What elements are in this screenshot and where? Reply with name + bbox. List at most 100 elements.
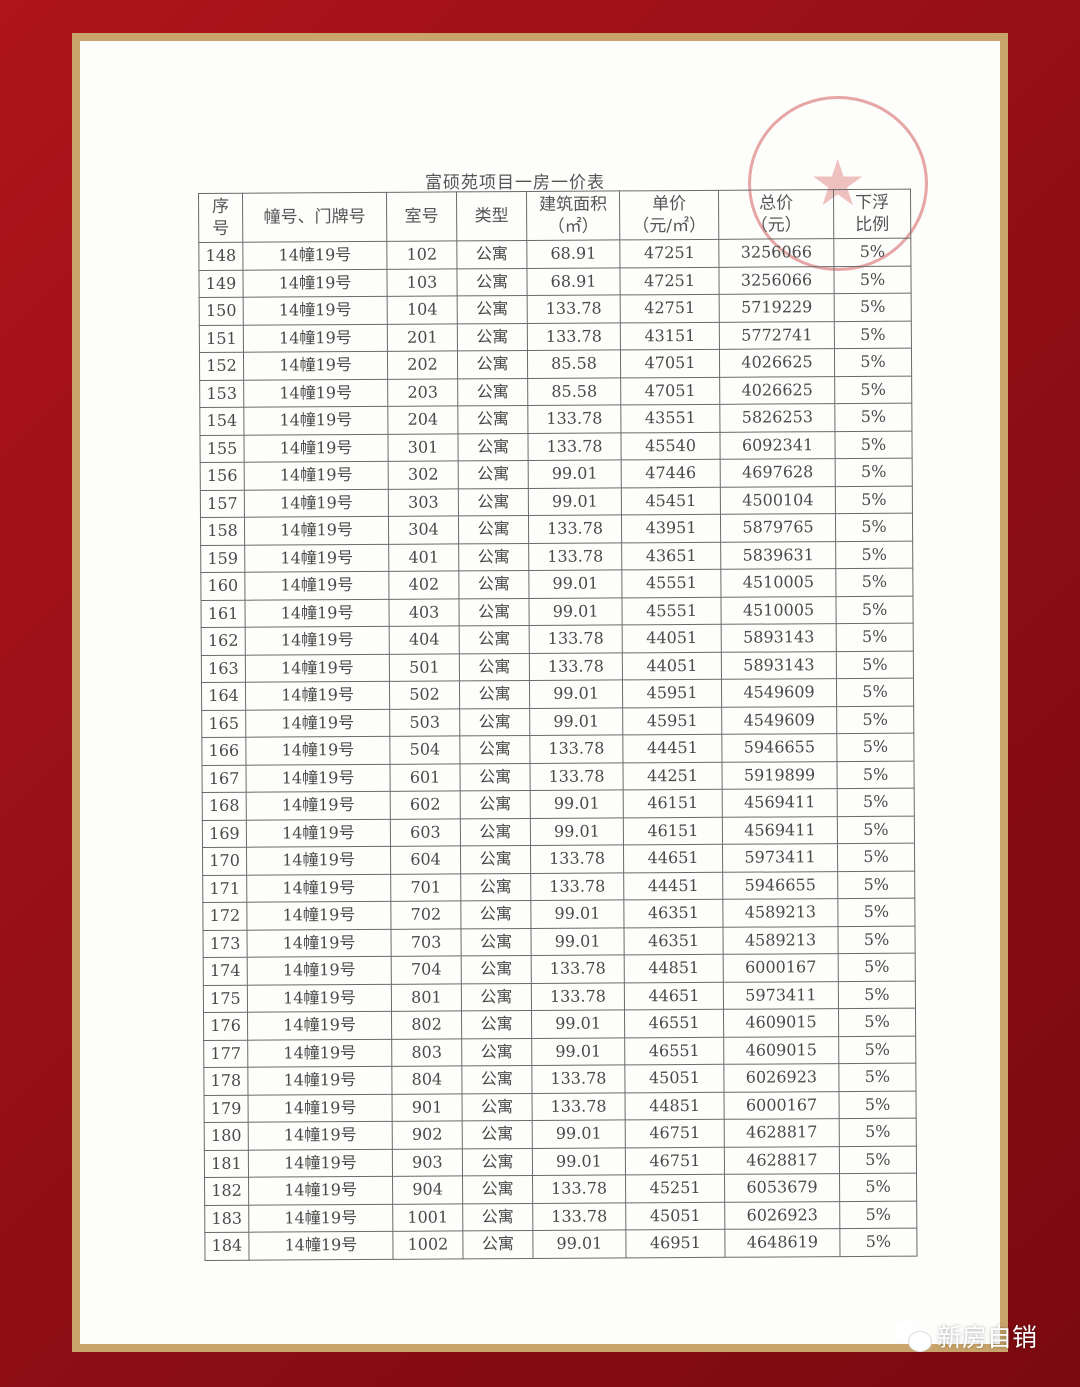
- cell-discount-ratio: 5%: [835, 485, 913, 514]
- cell-seq: 165: [201, 709, 246, 738]
- cell-total-price: 5973411: [722, 843, 838, 872]
- cell-building: 14幢19号: [247, 983, 392, 1013]
- cell-building: 14幢19号: [242, 268, 388, 298]
- cell-discount-ratio: 5%: [833, 238, 911, 267]
- header-building: 幢号、门牌号: [242, 192, 387, 243]
- cell-type: 公寓: [460, 845, 531, 874]
- cell-discount-ratio: 5%: [838, 953, 916, 982]
- cell-type: 公寓: [458, 515, 529, 544]
- cell-total-price: 4609015: [723, 1036, 839, 1065]
- cell-discount-ratio: 5%: [834, 403, 912, 432]
- cell-seq: 160: [200, 572, 245, 600]
- table-row: 181 14幢19号 903 公寓 99.01 46751 4628817 5%: [204, 1145, 917, 1178]
- cell-discount-ratio: 5%: [835, 595, 914, 624]
- cell-room: 202: [387, 350, 458, 379]
- cell-room: 902: [392, 1120, 463, 1149]
- cell-total-price: 4569411: [722, 816, 838, 845]
- cell-total-price: 4510005: [720, 596, 837, 625]
- cell-room: 802: [391, 1010, 462, 1039]
- cell-seq: 167: [201, 764, 247, 793]
- cell-seq: 170: [202, 847, 247, 875]
- cell-area: 133.78: [532, 1174, 626, 1203]
- cell-type: 公寓: [460, 790, 531, 819]
- cell-total-price: 5839631: [720, 541, 836, 570]
- cell-type: 公寓: [458, 460, 529, 489]
- cell-room: 602: [390, 790, 461, 819]
- cell-type: 公寓: [462, 1147, 533, 1176]
- cell-building: 14幢19号: [244, 516, 389, 545]
- cell-total-price: 5893143: [721, 651, 837, 680]
- cell-building: 14幢19号: [248, 1093, 393, 1123]
- table-row: 182 14幢19号 904 公寓 133.78 45251 6053679 5%: [204, 1173, 917, 1205]
- cell-seq: 153: [199, 379, 244, 408]
- cell-seq: 150: [199, 297, 244, 325]
- cell-room: 103: [386, 268, 458, 297]
- cell-building: 14幢19号: [248, 1148, 393, 1178]
- cell-total-price: 4697628: [720, 458, 836, 487]
- cell-type: 公寓: [459, 707, 530, 736]
- star-icon: ★: [809, 147, 867, 221]
- cell-room: 404: [389, 625, 460, 654]
- cell-area: 99.01: [530, 899, 624, 928]
- cell-unit-price: 45540: [620, 431, 721, 460]
- header-discount-ratio: 下浮 比例: [833, 189, 911, 239]
- cell-type: 公寓: [458, 570, 529, 599]
- cell-seq: 174: [203, 957, 248, 985]
- table-row: 180 14幢19号 902 公寓 99.01 46751 4628817 5%: [204, 1118, 917, 1150]
- cell-area: 133.78: [530, 872, 624, 901]
- cell-seq: 179: [204, 1094, 249, 1123]
- table-row: 153 14幢19号 203 公寓 85.58 47051 4026625 5%: [199, 375, 912, 408]
- wechat-icon: [895, 1321, 932, 1352]
- cell-room: 201: [387, 323, 458, 352]
- cell-area: 99.01: [532, 1119, 626, 1148]
- cell-seq: 156: [200, 462, 245, 490]
- cell-building: 14幢19号: [248, 1121, 393, 1150]
- table-row: 157 14幢19号 303 公寓 99.01 45451 4500104 5%: [200, 485, 913, 518]
- cell-total-price: 5946655: [722, 871, 838, 900]
- cell-discount-ratio: 5%: [837, 925, 916, 954]
- cell-unit-price: 46551: [624, 1009, 724, 1038]
- cell-area: 133.78: [528, 542, 622, 571]
- cell-type: 公寓: [462, 1202, 533, 1231]
- cell-room: 303: [388, 488, 459, 517]
- cell-discount-ratio: 5%: [834, 320, 912, 349]
- document-title: 富硕苑项目一房一价表: [425, 173, 605, 193]
- cell-room: 403: [388, 598, 460, 627]
- cell-building: 14幢19号: [247, 928, 392, 958]
- cell-unit-price: 45051: [625, 1201, 725, 1230]
- table-row: 176 14幢19号 802 公寓 99.01 46551 4609015 5%: [203, 1008, 916, 1040]
- cell-room: 803: [391, 1038, 462, 1067]
- cell-room: 804: [391, 1065, 463, 1094]
- cell-room: 702: [390, 900, 461, 929]
- cell-area: 133.78: [528, 514, 622, 543]
- cell-area: 133.78: [529, 762, 624, 791]
- cell-seq: 151: [199, 324, 244, 353]
- cell-building: 14幢19号: [247, 956, 392, 985]
- cell-area: 99.01: [531, 1009, 625, 1038]
- table-row: 161 14幢19号 403 公寓 99.01 45551 4510005 5%: [200, 595, 914, 628]
- table-row: 166 14幢19号 504 公寓 133.78 44451 5946655 5%: [201, 733, 914, 765]
- cell-area: 99.01: [530, 927, 625, 956]
- cell-type: 公寓: [457, 377, 528, 406]
- cell-discount-ratio: 5%: [839, 1228, 918, 1257]
- cell-type: 公寓: [459, 625, 530, 654]
- cell-unit-price: 43951: [621, 514, 721, 543]
- cell-building: 14幢19号: [248, 1231, 394, 1260]
- table-row: 164 14幢19号 502 公寓 99.01 45951 4549609 5%: [201, 678, 914, 710]
- cell-area: 99.01: [529, 679, 623, 708]
- cell-room: 701: [390, 873, 461, 902]
- header-total-price: 总价 （元）: [718, 189, 834, 240]
- cell-building: 14幢19号: [246, 846, 391, 875]
- cell-building: 14幢19号: [246, 873, 391, 903]
- cell-unit-price: 42751: [620, 294, 720, 323]
- cell-unit-price: 46151: [623, 816, 723, 845]
- cell-seq: 155: [199, 434, 245, 463]
- cell-seq: 169: [202, 819, 247, 848]
- header-type: 类型: [456, 191, 527, 241]
- table-row: 167 14幢19号 601 公寓 133.78 44251 5919899 5%: [201, 760, 915, 793]
- cell-type: 公寓: [459, 652, 530, 681]
- cell-type: 公寓: [458, 597, 530, 626]
- cell-unit-price: 45951: [622, 706, 722, 735]
- official-seal-stamp: ★: [748, 96, 928, 271]
- cell-discount-ratio: 5%: [836, 678, 914, 707]
